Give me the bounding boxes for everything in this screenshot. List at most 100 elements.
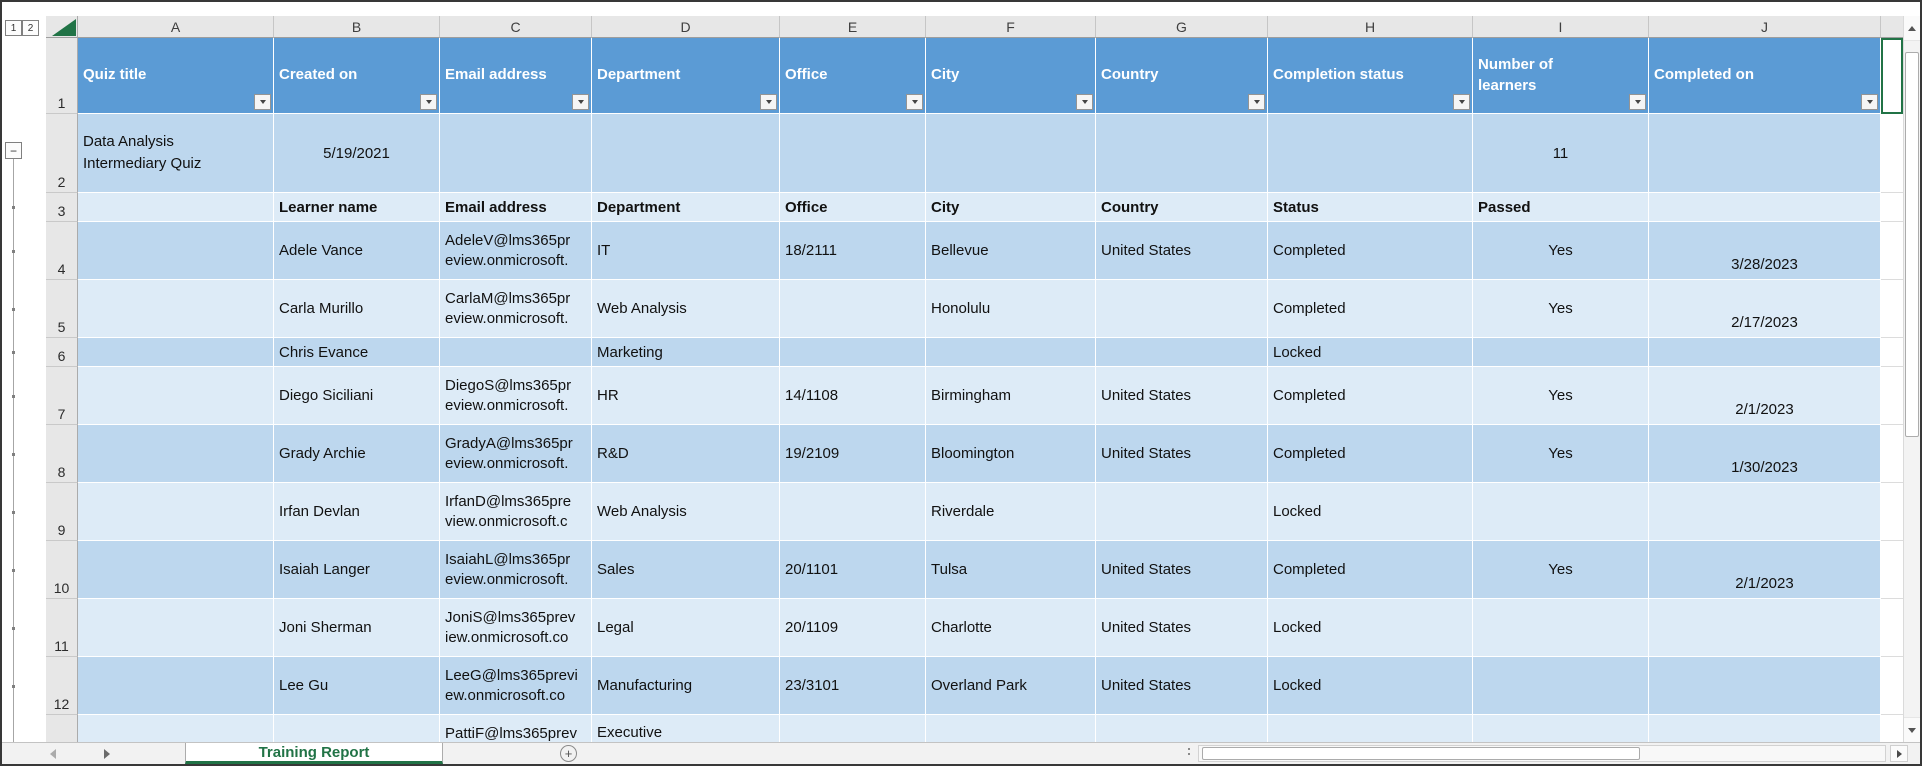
filter-button[interactable] [906, 94, 923, 110]
cell-A5[interactable] [78, 280, 274, 338]
cell-E3[interactable]: Office [780, 193, 926, 222]
row-header-10[interactable]: 10 [46, 541, 78, 599]
cell-H13[interactable] [1268, 715, 1473, 742]
cell-I5[interactable]: Yes [1473, 280, 1649, 338]
cell-F10[interactable]: Tulsa [926, 541, 1096, 599]
row-header-12[interactable]: 12 [46, 657, 78, 715]
cell-J12[interactable] [1649, 657, 1881, 715]
cell-I8[interactable]: Yes [1473, 425, 1649, 483]
cell-D8[interactable]: R&D [592, 425, 780, 483]
select-all-button[interactable] [46, 16, 78, 38]
cell-D11[interactable]: Legal [592, 599, 780, 657]
column-header-A[interactable]: A [78, 16, 274, 38]
cell-G9[interactable] [1096, 483, 1268, 541]
cell-G5[interactable] [1096, 280, 1268, 338]
cell-J3[interactable] [1649, 193, 1881, 222]
cell-B6[interactable]: Chris Evance [274, 338, 440, 367]
cell-D7[interactable]: HR [592, 367, 780, 425]
cell-A9[interactable] [78, 483, 274, 541]
filter-button[interactable] [1861, 94, 1878, 110]
filter-button[interactable] [420, 94, 437, 110]
cell-H3[interactable]: Status [1268, 193, 1473, 222]
cell-B7[interactable]: Diego Siciliani [274, 367, 440, 425]
cell-I10[interactable]: Yes [1473, 541, 1649, 599]
cell-C13[interactable]: PattiF@lms365prev [440, 715, 592, 742]
cell-G1[interactable]: Country [1096, 38, 1268, 114]
cell-J4[interactable]: 3/28/2023 [1649, 222, 1881, 280]
cell-H5[interactable]: Completed [1268, 280, 1473, 338]
cell-I4[interactable]: Yes [1473, 222, 1649, 280]
sheet-tab-training-report[interactable]: Training Report [185, 743, 443, 764]
row-header-7[interactable]: 7 [46, 367, 78, 425]
cell-H2[interactable] [1268, 114, 1473, 193]
cell-H4[interactable]: Completed [1268, 222, 1473, 280]
filter-button[interactable] [1629, 94, 1646, 110]
cell-C11[interactable]: JoniS@lms365prev iew.onmicrosoft.co [440, 599, 592, 657]
cell-E10[interactable]: 20/1101 [780, 541, 926, 599]
column-header-G[interactable]: G [1096, 16, 1268, 38]
row-header-8[interactable]: 8 [46, 425, 78, 483]
cell-C12[interactable]: LeeG@lms365previ ew.onmicrosoft.co [440, 657, 592, 715]
cell-G3[interactable]: Country [1096, 193, 1268, 222]
cell-A10[interactable] [78, 541, 274, 599]
cell-E1[interactable]: Office [780, 38, 926, 114]
new-sheet-button[interactable]: + [560, 745, 577, 762]
column-header-F[interactable]: F [926, 16, 1096, 38]
cell-E11[interactable]: 20/1109 [780, 599, 926, 657]
cell-H12[interactable]: Locked [1268, 657, 1473, 715]
cell-I11[interactable] [1473, 599, 1649, 657]
cell-F13[interactable] [926, 715, 1096, 742]
cell-H6[interactable]: Locked [1268, 338, 1473, 367]
horizontal-scrollbar[interactable] [1198, 745, 1886, 762]
row-header-6[interactable]: 6 [46, 338, 78, 367]
cell-I9[interactable] [1473, 483, 1649, 541]
scroll-up-button[interactable] [1904, 16, 1920, 41]
cell-E5[interactable] [780, 280, 926, 338]
cell-C6[interactable] [440, 338, 592, 367]
cell-J10[interactable]: 2/1/2023 [1649, 541, 1881, 599]
row-header-9[interactable]: 9 [46, 483, 78, 541]
row-header-3[interactable]: 3 [46, 193, 78, 222]
row-header-4[interactable]: 4 [46, 222, 78, 280]
cell-F3[interactable]: City [926, 193, 1096, 222]
cell-E8[interactable]: 19/2109 [780, 425, 926, 483]
cell-J7[interactable]: 2/1/2023 [1649, 367, 1881, 425]
cell-J11[interactable] [1649, 599, 1881, 657]
cell-C8[interactable]: GradyA@lms365pr eview.onmicrosoft. [440, 425, 592, 483]
cell-B8[interactable]: Grady Archie [274, 425, 440, 483]
cell-B5[interactable]: Carla Murillo [274, 280, 440, 338]
cell-B1[interactable]: Created on [274, 38, 440, 114]
cell-F6[interactable] [926, 338, 1096, 367]
cell-C2[interactable] [440, 114, 592, 193]
cell-C3[interactable]: Email address [440, 193, 592, 222]
row-header-1[interactable]: 1 [46, 38, 78, 114]
cell-D3[interactable]: Department [592, 193, 780, 222]
cell-E12[interactable]: 23/3101 [780, 657, 926, 715]
cell-C7[interactable]: DiegoS@lms365pr eview.onmicrosoft. [440, 367, 592, 425]
cell-G12[interactable]: United States [1096, 657, 1268, 715]
cell-D1[interactable]: Department [592, 38, 780, 114]
cell-E9[interactable] [780, 483, 926, 541]
cell-E13[interactable] [780, 715, 926, 742]
cell-E4[interactable]: 18/2111 [780, 222, 926, 280]
cell-E6[interactable] [780, 338, 926, 367]
cell-J8[interactable]: 1/30/2023 [1649, 425, 1881, 483]
column-header-J[interactable]: J [1649, 16, 1881, 38]
cell-B13[interactable] [274, 715, 440, 742]
cell-E7[interactable]: 14/1108 [780, 367, 926, 425]
cell-F11[interactable]: Charlotte [926, 599, 1096, 657]
cell-F2[interactable] [926, 114, 1096, 193]
cell-F1[interactable]: City [926, 38, 1096, 114]
cell-I2[interactable]: 11 [1473, 114, 1649, 193]
cell-G11[interactable]: United States [1096, 599, 1268, 657]
cell-D10[interactable]: Sales [592, 541, 780, 599]
scroll-right-button[interactable] [1890, 745, 1908, 762]
cell-A1[interactable]: Quiz title [78, 38, 274, 114]
cell-F12[interactable]: Overland Park [926, 657, 1096, 715]
cell-A3[interactable] [78, 193, 274, 222]
cell-A4[interactable] [78, 222, 274, 280]
cell-B12[interactable]: Lee Gu [274, 657, 440, 715]
cell-B2[interactable]: 5/19/2021 [274, 114, 440, 193]
column-header-E[interactable]: E [780, 16, 926, 38]
cell-G8[interactable]: United States [1096, 425, 1268, 483]
